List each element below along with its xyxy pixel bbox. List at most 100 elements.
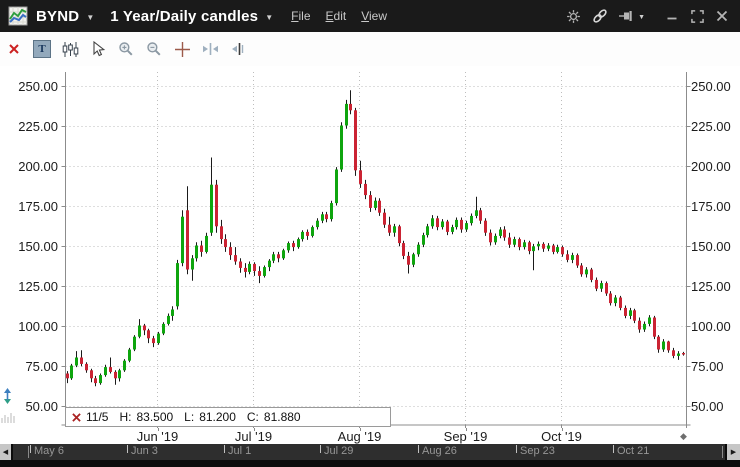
maximize-button[interactable] [689,8,705,24]
candle [662,339,665,352]
y-axis-label: 200.00 [18,158,58,174]
candle [431,215,434,229]
x-axis-tick [561,428,563,431]
crosshair-tool-button[interactable] [173,40,191,58]
x-axis-tick [253,428,255,431]
red-x-icon [9,44,19,54]
candle [417,242,420,257]
zoom-out-button[interactable] [145,40,163,58]
candle [374,197,377,211]
x-axis-month-label: Aug '19 [337,429,382,444]
axis-end-marker-icon[interactable]: ◆ [680,431,687,441]
scrollbar-tick [320,445,321,453]
candlestick-icon [62,41,78,57]
candle [90,368,93,383]
link-button[interactable] [592,8,608,24]
menu-edit[interactable]: Edit [325,9,347,23]
x-axis-tick [465,428,467,431]
x-axis-month-label: Jul '19 [234,429,273,444]
snap-bar-button[interactable] [229,40,247,58]
candle [244,263,247,278]
y-axis-label: 100.00 [18,318,58,334]
candle [66,371,69,384]
scrollbar-date-label: Jun 3 [131,445,158,457]
candle [633,308,636,324]
settings-button[interactable] [565,8,581,24]
candle [94,375,97,387]
x-axis-month-label: Sep '19 [443,429,488,444]
candle [268,259,271,272]
candle [547,243,550,252]
minimize-button[interactable] [664,8,680,24]
candle [176,259,179,310]
quote-date: 11/5 [86,410,109,424]
candle [624,305,627,319]
candle [566,250,569,263]
candle [239,258,242,273]
x-axis-label-row: ◆ Jun '19 Jul '19 Aug '19 Sep '19 Oct '19 [0,428,740,444]
candle [171,306,174,321]
menu-view[interactable]: View [361,9,388,23]
y-axis-label: 50.00 [691,398,724,414]
chart-style-button[interactable] [61,40,79,58]
candle [220,219,223,244]
candle [422,232,425,248]
cursor-tool-button[interactable] [89,40,107,58]
scrollbar-thumb-edge[interactable] [28,446,29,458]
candle [508,232,511,248]
time-scrollbar[interactable]: ◀ ▶ May 6 Jun 3 Jul 1 Jul 29 Aug 26 Sep 23 Oct… [0,444,740,460]
y-axis-label: 50.00 [25,398,58,414]
scroll-left-button[interactable]: ◀ [0,444,13,460]
volume-bars-icon[interactable] [1,411,16,423]
candle [128,347,131,363]
candle [104,364,107,377]
y-axis-label: 150.00 [18,238,58,254]
candle [595,277,598,292]
scrollbar-tick [224,445,225,453]
chevron-down-icon: ▼ [265,12,274,22]
candle [147,328,150,344]
candle [629,307,632,320]
candle [470,213,473,226]
quote-close-label: C: [246,410,259,424]
candle [580,263,583,277]
symbol-selector[interactable]: BYND ▼ [36,8,94,25]
text-tool-button[interactable]: T [33,40,51,58]
candle [152,335,155,348]
scrollbar-thumb-edge[interactable] [722,446,723,458]
candle [118,368,121,382]
candle [70,363,73,380]
candle [200,240,203,257]
candle [263,265,266,278]
status-close-icon[interactable] [72,412,81,422]
pin-icon [619,11,632,21]
pin-button[interactable]: ▼ [619,9,645,23]
zoom-in-button[interactable] [117,40,135,58]
expand-horizontal-button[interactable] [201,40,219,58]
scrollbar-date-label: Sep 23 [520,445,555,457]
maximize-icon [690,9,704,23]
candle [316,218,319,230]
y-axis-label: 75.00 [25,358,58,374]
candle [523,239,526,250]
candle [513,236,516,248]
y-scale-arrows-icon[interactable] [1,388,14,404]
delete-drawing-button[interactable] [5,40,23,58]
candlestick-chart[interactable] [0,66,740,428]
close-icon [716,10,728,22]
x-axis-tick [359,428,361,431]
period-selector[interactable]: 1 Year/Daily candles ▼ [110,8,273,25]
candle [210,157,213,236]
candle [253,262,256,276]
text-tool-glyph: T [38,43,46,55]
close-button[interactable] [714,8,730,24]
candle [301,230,304,242]
candle [321,211,324,224]
candle [234,247,237,265]
candle [475,196,478,219]
candle [162,322,165,336]
candle [552,243,555,255]
scroll-right-button[interactable]: ▶ [725,444,740,460]
menu-file[interactable]: File [291,9,311,23]
candle [600,280,603,292]
